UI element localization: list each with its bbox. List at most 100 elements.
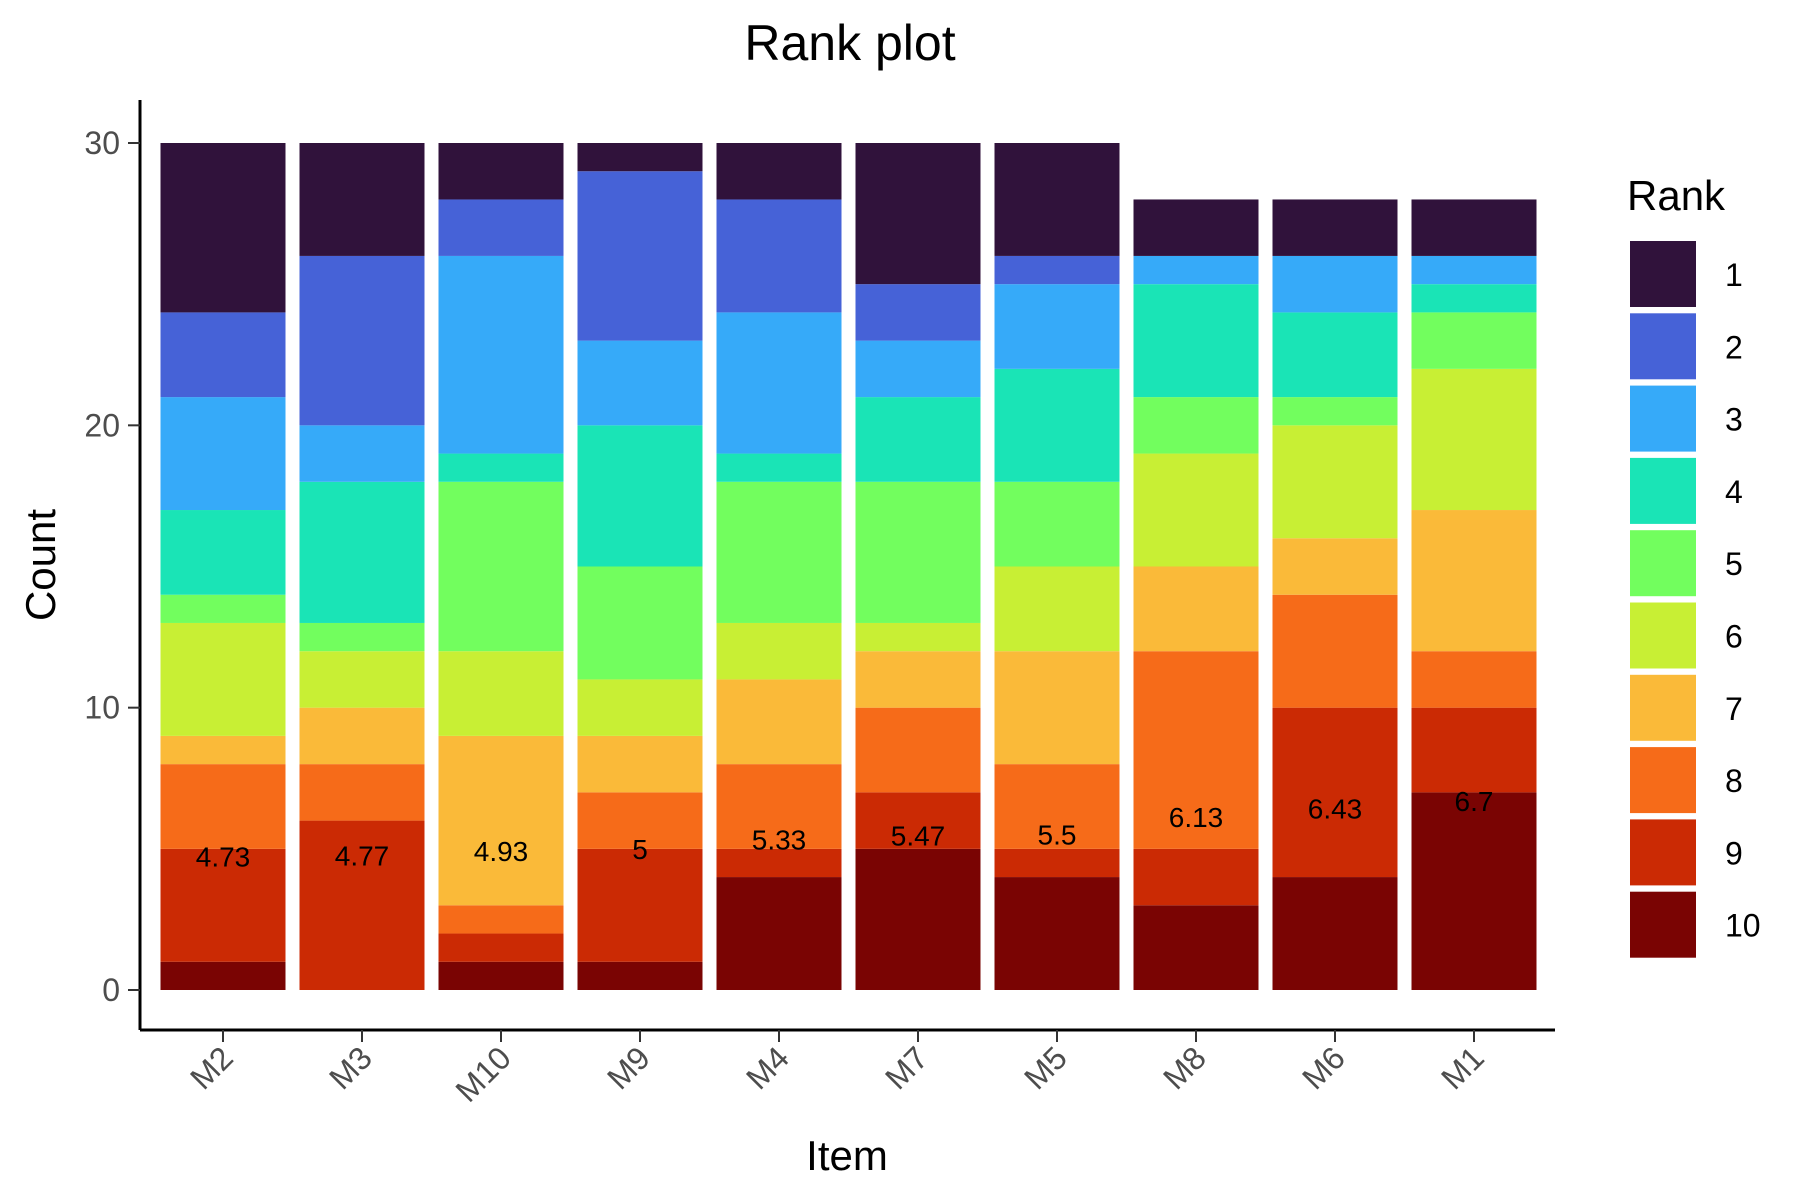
- bar-segment-m9-rank-6: [577, 679, 703, 736]
- mean-rank-label-m4: 5.33: [752, 825, 807, 856]
- bar-segment-m8-rank-1: [1133, 199, 1259, 256]
- bar-segment-m10-rank-10: [438, 961, 564, 990]
- mean-rank-labels: 4.73 4.77 4.93 5 5.33 5.47 5.5 6.13 6.43 6.7: [196, 786, 1494, 873]
- bar-segment-m5-rank-1: [994, 143, 1120, 256]
- bar-segment-m3-rank-6: [299, 651, 425, 708]
- legend-swatch-rank-9: [1630, 819, 1696, 886]
- legend-swatch-rank-8: [1630, 747, 1696, 814]
- bar-segment-m2-rank-8: [160, 764, 286, 849]
- x-tick-label-m2: M2: [183, 1039, 240, 1096]
- bar-segment-m7-rank-5: [855, 481, 981, 623]
- bar-segment-m9-rank-7: [577, 735, 703, 793]
- bar-segment-m9-rank-2: [577, 171, 703, 341]
- legend: 1 2 3 4 5 6 7 8 9 10: [1630, 241, 1761, 958]
- bar-segment-m9-rank-3: [577, 340, 703, 426]
- bar-segment-m3-rank-7: [299, 707, 425, 765]
- bar-segment-m8-rank-3: [1133, 255, 1259, 285]
- y-axis-ticks: 0 10 20 30: [84, 125, 140, 1008]
- bar-segment-m8-rank-8: [1133, 651, 1259, 849]
- legend-swatch-rank-10: [1630, 891, 1696, 958]
- bar-segment-m9-rank-4: [577, 425, 703, 567]
- legend-label-rank-5: 5: [1725, 546, 1743, 582]
- bar-segment-m1-rank-4: [1411, 284, 1537, 313]
- bar-segment-m7-rank-9: [855, 792, 981, 849]
- x-axis-ticks: M2 M3 M10 M9 M4 M7 M5 M8 M6 M1: [183, 1030, 1491, 1109]
- y-tick-label: 10: [84, 690, 120, 726]
- bar-segment-m1-rank-10: [1411, 792, 1537, 990]
- bar-segment-m6-rank-3: [1272, 255, 1398, 313]
- bar-segment-m5-rank-8: [994, 764, 1120, 849]
- y-tick-label: 0: [102, 972, 120, 1008]
- mean-rank-label-m3: 4.77: [335, 840, 390, 871]
- mean-rank-label-m6: 6.43: [1308, 793, 1363, 824]
- bar-segment-m7-rank-8: [855, 707, 981, 793]
- bar-segment-m2-rank-6: [160, 622, 286, 736]
- bar-segment-m1-rank-6: [1411, 368, 1537, 511]
- bar-segment-m2-rank-3: [160, 397, 286, 511]
- bar-segment-m9-rank-10: [577, 961, 703, 990]
- bar-segment-m2-rank-10: [160, 961, 286, 990]
- legend-label-rank-3: 3: [1725, 402, 1743, 438]
- bar-segment-m8-rank-4: [1133, 284, 1259, 398]
- bar-segment-m4-rank-10: [716, 877, 842, 990]
- bar-segment-m4-rank-4: [716, 453, 842, 482]
- bar-segment-m6-rank-1: [1272, 199, 1398, 256]
- bar-segment-m10-rank-6: [438, 651, 564, 736]
- chart-title: Rank plot: [744, 15, 955, 71]
- bar-segment-m6-rank-9: [1272, 707, 1398, 878]
- mean-rank-label-m7: 5.47: [891, 821, 946, 852]
- legend-label-rank-6: 6: [1725, 619, 1743, 655]
- bar-segment-m4-rank-5: [716, 481, 842, 623]
- y-tick-label: 30: [84, 125, 120, 161]
- bar-segment-m1-rank-1: [1411, 199, 1537, 256]
- bar-segment-m3-rank-4: [299, 481, 425, 623]
- x-axis-title: Item: [806, 1132, 888, 1179]
- bar-segment-m7-rank-3: [855, 340, 981, 398]
- bar-segment-m10-rank-9: [438, 933, 564, 962]
- bar-segment-m6-rank-8: [1272, 594, 1398, 708]
- legend-label-rank-10: 10: [1725, 908, 1761, 944]
- bar-segment-m4-rank-1: [716, 143, 842, 200]
- bar-segment-m9-rank-1: [577, 143, 703, 172]
- bar-segment-m5-rank-7: [994, 651, 1120, 765]
- bar-segment-m2-rank-1: [160, 143, 286, 313]
- bar-segment-m10-rank-8: [438, 905, 564, 934]
- x-tick-label-m9: M9: [600, 1039, 657, 1096]
- legend-label-rank-9: 9: [1725, 835, 1743, 871]
- legend-label-rank-4: 4: [1725, 474, 1743, 510]
- bar-segment-m5-rank-3: [994, 284, 1120, 369]
- bar-segment-m10-rank-7: [438, 735, 564, 906]
- mean-rank-label-m9: 5: [632, 834, 648, 865]
- bar-segment-m8-rank-10: [1133, 905, 1259, 990]
- bar-segment-m4-rank-9: [716, 848, 842, 878]
- mean-rank-label-m10: 4.93: [474, 836, 529, 867]
- legend-swatch-rank-4: [1630, 457, 1696, 524]
- mean-rank-label-m5: 5.5: [1038, 820, 1077, 851]
- bar-segment-m3-rank-5: [299, 622, 425, 652]
- x-tick-label-m6: M6: [1295, 1039, 1352, 1096]
- bar-segment-m5-rank-10: [994, 877, 1120, 990]
- bar-segment-m4-rank-7: [716, 679, 842, 765]
- bar-segment-m3-rank-1: [299, 143, 425, 256]
- bar-segment-m5-rank-4: [994, 368, 1120, 482]
- bar-segment-m10-rank-1: [438, 143, 564, 200]
- bar-segment-m3-rank-3: [299, 425, 425, 482]
- bar-segment-m8-rank-9: [1133, 848, 1259, 906]
- x-tick-label-m8: M8: [1156, 1039, 1213, 1096]
- bar-segment-m6-rank-10: [1272, 877, 1398, 990]
- x-tick-label-m5: M5: [1017, 1039, 1074, 1096]
- bar-segment-m5-rank-2: [994, 255, 1120, 285]
- legend-swatch-rank-7: [1630, 674, 1696, 741]
- bar-segment-m7-rank-1: [855, 143, 981, 285]
- bar-segment-m10-rank-2: [438, 199, 564, 256]
- bar-segment-m8-rank-5: [1133, 397, 1259, 454]
- mean-rank-label-m1: 6.7: [1455, 786, 1494, 817]
- bar-segment-m9-rank-9: [577, 848, 703, 962]
- bar-segment-m2-rank-2: [160, 312, 286, 398]
- bar-segment-m1-rank-9: [1411, 707, 1537, 793]
- bar-segment-m5-rank-5: [994, 481, 1120, 567]
- legend-swatch-rank-6: [1630, 602, 1696, 669]
- bar-segment-m4-rank-8: [716, 764, 842, 849]
- legend-label-rank-7: 7: [1725, 691, 1743, 727]
